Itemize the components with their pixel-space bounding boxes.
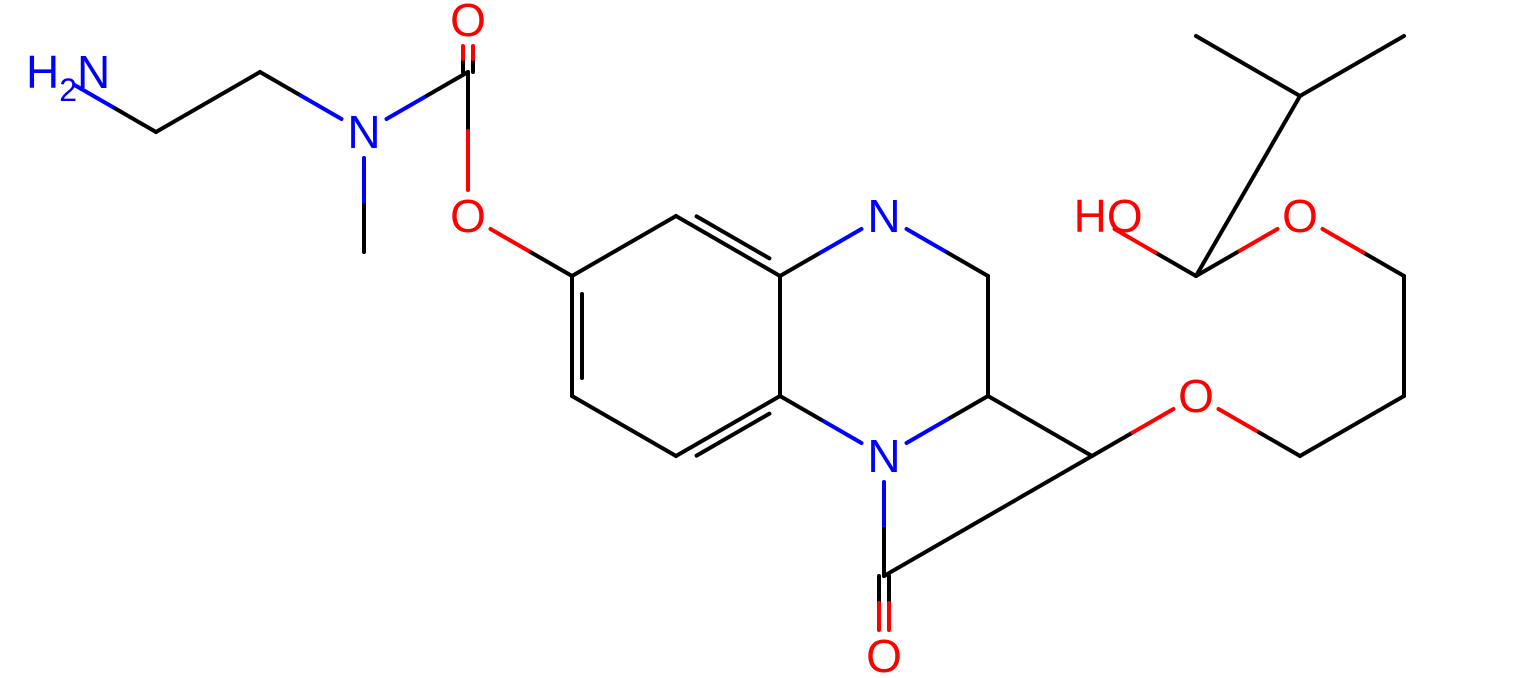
atom-label-n: N [867,430,900,482]
atom-label-o: O [450,190,486,242]
atom-label-o: HO [1074,190,1143,242]
molecule-diagram: H2NNOONNOHOOO [0,0,1522,678]
atom-label-o: O [866,630,902,678]
atom-label-n: N [867,190,900,242]
atom-label-o: O [450,0,486,46]
atom-label-o: O [1282,190,1318,242]
atom-label-o: O [1178,370,1214,422]
atom-label-n: N [347,106,380,158]
